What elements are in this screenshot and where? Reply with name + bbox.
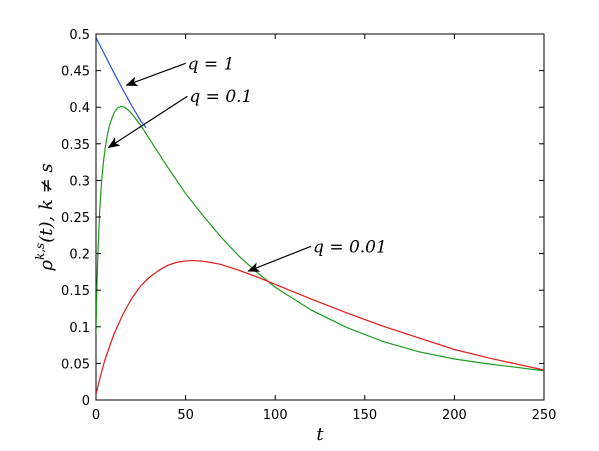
y-axis-label: ρk,s(t), k ≠ s bbox=[33, 163, 57, 271]
annotation-label-2: q = 0.01 bbox=[313, 237, 387, 257]
y-tick-label: 0.45 bbox=[61, 65, 90, 80]
y-tick-label: 0.4 bbox=[69, 101, 90, 116]
series-line-1 bbox=[96, 105, 544, 372]
x-axis-label: t bbox=[316, 424, 324, 445]
x-tick-label: 200 bbox=[442, 408, 467, 423]
y-axis-label-sup: k,s bbox=[33, 243, 47, 260]
series-line-0 bbox=[96, 37, 147, 129]
annotation-arrow-1 bbox=[107, 95, 188, 149]
x-tick-label: 150 bbox=[352, 408, 377, 423]
y-axis-label-rho: ρ bbox=[36, 260, 57, 272]
plot-area bbox=[95, 33, 545, 401]
x-tick-label: 50 bbox=[177, 408, 194, 423]
y-tick-label: 0.35 bbox=[61, 138, 90, 153]
y-tick-label: 0.1 bbox=[69, 321, 90, 336]
annotation-arrow-0 bbox=[125, 62, 186, 87]
x-tick-label: 100 bbox=[263, 408, 288, 423]
y-axis-label-rest: (t), k ≠ s bbox=[36, 163, 57, 242]
y-tick-label: 0 bbox=[82, 394, 90, 409]
y-tick-label: 0.2 bbox=[69, 248, 90, 263]
annotation-label-0: q = 1 bbox=[188, 54, 235, 74]
annotation-arrow-2 bbox=[247, 245, 312, 272]
x-tick-label: 250 bbox=[532, 408, 557, 423]
annotation-label-1: q = 0.1 bbox=[189, 87, 252, 107]
series-line-2 bbox=[96, 259, 544, 395]
y-tick-label: 0.05 bbox=[61, 357, 90, 372]
y-tick-label: 0.15 bbox=[61, 284, 90, 299]
y-tick-label: 0.5 bbox=[69, 28, 90, 43]
x-tick-label: 0 bbox=[92, 408, 100, 423]
y-tick-label: 0.25 bbox=[61, 211, 90, 226]
y-tick-label: 0.3 bbox=[69, 174, 90, 189]
